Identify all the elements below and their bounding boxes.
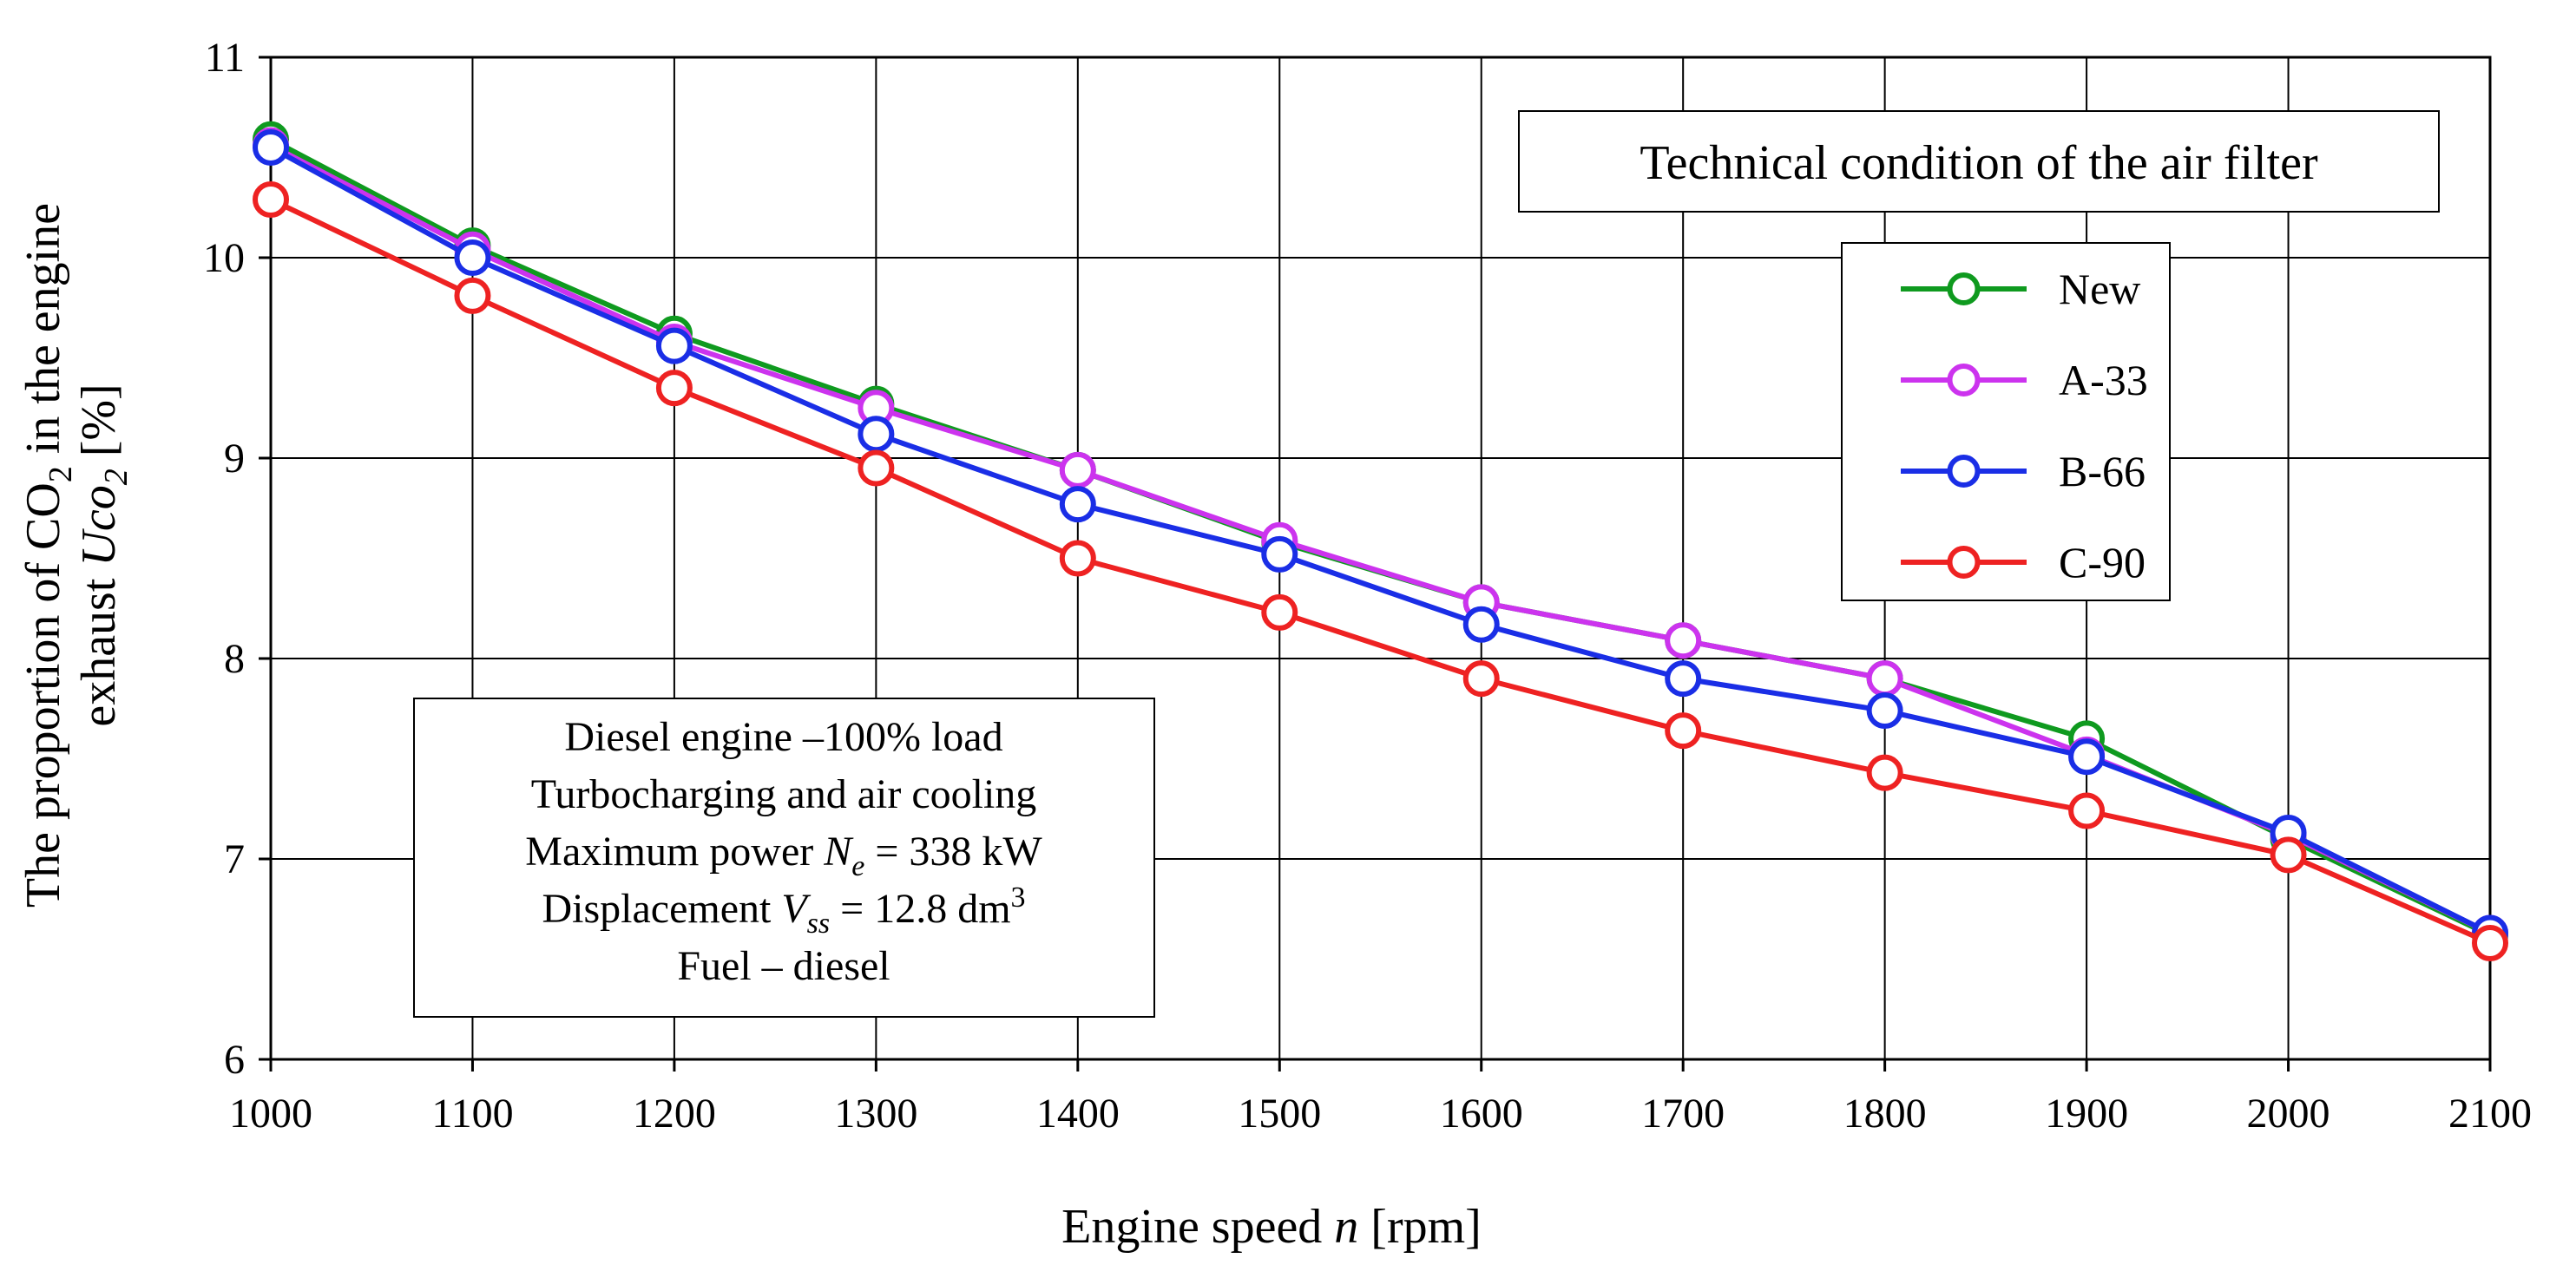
data-point bbox=[2068, 792, 2106, 829]
engine-info-line4: Displacement Vss = 12.8 dm3 bbox=[542, 881, 1025, 940]
legend-label: B-66 bbox=[2059, 447, 2146, 495]
data-point bbox=[655, 370, 693, 407]
y-tick-label: 6 bbox=[224, 1037, 245, 1083]
data-point bbox=[1462, 606, 1500, 643]
series-line-c-90 bbox=[269, 197, 2492, 946]
data-point bbox=[2472, 925, 2508, 962]
data-point bbox=[1665, 712, 1702, 750]
y-tick-label: 9 bbox=[224, 436, 245, 482]
legend-item-c-90: C-90 bbox=[1901, 538, 2146, 587]
x-tick-label: 1700 bbox=[1641, 1091, 1725, 1137]
data-point bbox=[253, 128, 289, 166]
y-axis-title-line2: exhaust Uco2 [%] bbox=[72, 383, 135, 726]
legend-box bbox=[1841, 242, 2171, 601]
data-point bbox=[1866, 754, 1903, 791]
x-tick-label: 2100 bbox=[2448, 1091, 2532, 1137]
data-point bbox=[1059, 540, 1096, 577]
x-tick-label: 1600 bbox=[1440, 1091, 1523, 1137]
x-tick-label: 1900 bbox=[2045, 1091, 2128, 1137]
legend-label: A-33 bbox=[2059, 356, 2148, 404]
data-point bbox=[2270, 836, 2307, 874]
y-axis-title: The proportion of CO2 in the engine exha… bbox=[16, 203, 135, 908]
legend-title-box: Technical condition of the air filter bbox=[1518, 110, 2440, 213]
legend-label: New bbox=[2059, 265, 2140, 313]
legend: New A-33 B-66 C-90 bbox=[1841, 242, 2171, 601]
data-point bbox=[1261, 535, 1298, 573]
series-line-b-66 bbox=[269, 145, 2492, 936]
data-point bbox=[2068, 738, 2106, 776]
x-tick-label: 1000 bbox=[229, 1091, 312, 1137]
series-b-66 bbox=[253, 128, 2508, 952]
engine-info-line3: Maximum power Ne = 338 kW bbox=[525, 829, 1042, 882]
data-point bbox=[1261, 593, 1298, 631]
legend-item-b-66: B-66 bbox=[1901, 447, 2146, 495]
data-point bbox=[253, 181, 289, 219]
engine-info-box: Diesel engine –100% load Turbocharging a… bbox=[413, 698, 1155, 1018]
x-tick-label: 1200 bbox=[633, 1091, 716, 1137]
data-point bbox=[1059, 451, 1096, 488]
x-tick-label: 1300 bbox=[834, 1091, 917, 1137]
x-axis-title: Engine speed n [rpm] bbox=[1061, 1200, 1482, 1254]
legend-marker bbox=[1947, 364, 1981, 397]
x-tick-label: 1500 bbox=[1238, 1091, 1321, 1137]
engine-info-line1: Diesel engine –100% load bbox=[564, 714, 1002, 760]
y-tick-label: 11 bbox=[205, 35, 245, 81]
legend-marker bbox=[1947, 546, 1981, 579]
x-tick-label: 1800 bbox=[1843, 1091, 1927, 1137]
data-point bbox=[1462, 660, 1500, 698]
data-point bbox=[1866, 660, 1903, 698]
data-point bbox=[454, 277, 491, 314]
data-point bbox=[1665, 660, 1702, 698]
data-point bbox=[1866, 692, 1903, 730]
data-point bbox=[858, 449, 895, 487]
legend-item-a-33: A-33 bbox=[1901, 356, 2148, 404]
data-point bbox=[454, 239, 491, 276]
y-tick-label: 10 bbox=[203, 235, 245, 281]
plot-frame bbox=[269, 56, 2492, 1061]
engine-info-line5: Fuel – diesel bbox=[677, 943, 890, 989]
legend-marker bbox=[1947, 455, 1981, 488]
legend-item-new: New bbox=[1901, 265, 2140, 313]
data-point bbox=[1665, 622, 1702, 659]
x-tick-label: 1100 bbox=[431, 1091, 513, 1137]
y-axis-title-line1: The proportion of CO2 in the engine bbox=[16, 203, 79, 908]
x-tick-label: 2000 bbox=[2247, 1091, 2330, 1137]
data-point bbox=[655, 327, 693, 364]
engine-info-line2: Turbocharging and air cooling bbox=[531, 771, 1037, 817]
legend-marker bbox=[1947, 272, 1981, 305]
series-layer bbox=[253, 121, 2508, 962]
axis-ticks: 1000 1100 1200 1300 1400 1500 1600 1700 1800 1900… bbox=[203, 35, 2532, 1137]
y-tick-label: 7 bbox=[224, 836, 245, 882]
legend-label: C-90 bbox=[2059, 538, 2146, 587]
data-point bbox=[1059, 486, 1096, 523]
legend-title: Technical condition of the air filter bbox=[1640, 136, 2318, 190]
series-c-90 bbox=[253, 181, 2508, 962]
x-tick-label: 1400 bbox=[1036, 1091, 1120, 1137]
data-point bbox=[858, 416, 895, 453]
y-tick-label: 8 bbox=[224, 636, 245, 682]
